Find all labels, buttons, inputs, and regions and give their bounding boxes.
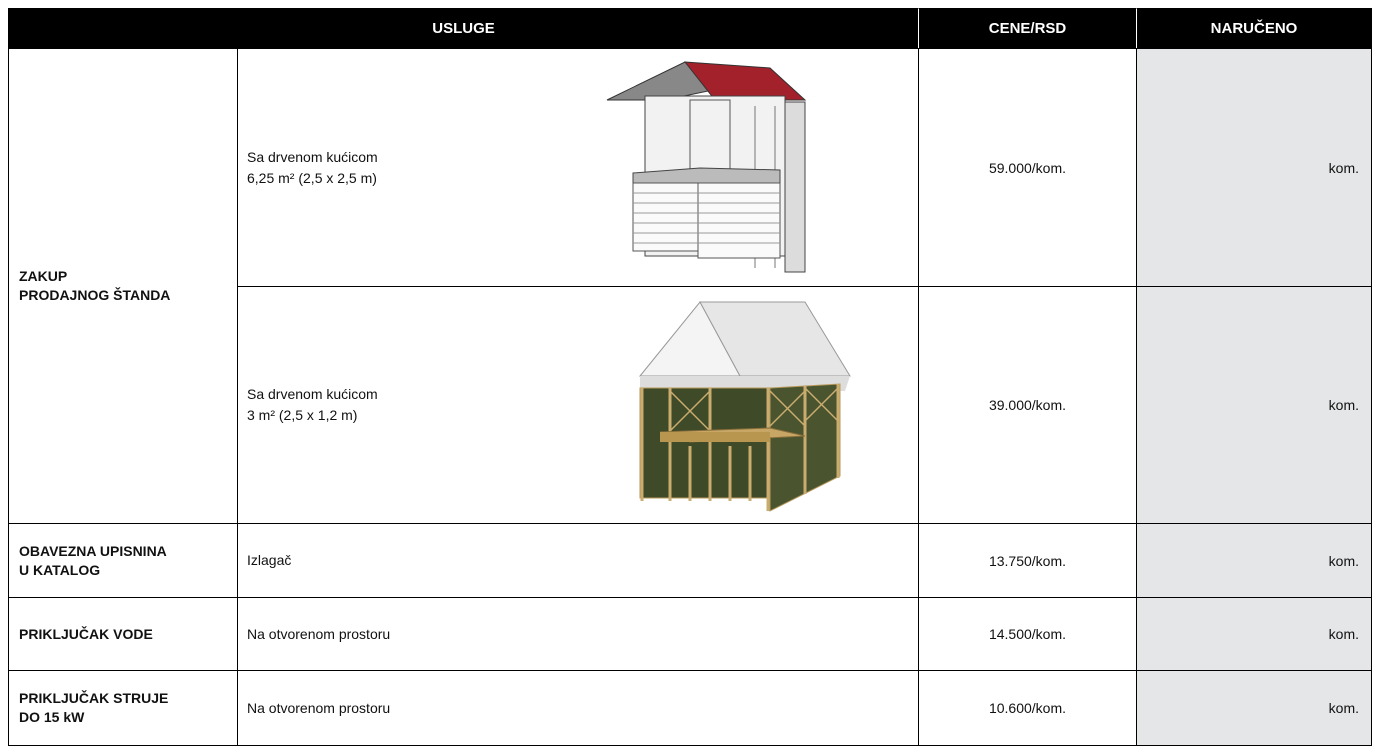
price-cell: 13.750/kom. <box>918 523 1137 598</box>
service-cell: PRIKLJUČAK STRUJE DO 15 kW <box>8 670 238 746</box>
description-text: Izlagač <box>247 552 292 568</box>
header-text: USLUGE <box>432 20 495 37</box>
description-text: Na otvorenom prostoru <box>247 625 391 642</box>
ordered-text: kom. <box>1328 552 1359 569</box>
service-text: ZAKUP <box>19 268 68 284</box>
description-cell: Na otvorenom prostoru <box>237 597 919 671</box>
ordered-text: kom. <box>1328 397 1359 413</box>
service-text: PRIKLJUČAK STRUJE <box>19 690 169 706</box>
ordered-text: kom. <box>1328 700 1359 716</box>
service-cell: OBAVEZNA UPISNINA U KATALOG <box>8 523 238 598</box>
service-text: U KATALOG <box>19 561 101 578</box>
header-cell: NARUČENO <box>1136 8 1372 49</box>
price-text: 10.600/kom. <box>988 700 1067 716</box>
description-text: Sa drvenom kućicom <box>247 148 378 165</box>
ordered-cell: kom. <box>1136 523 1372 598</box>
price-text: 59.000/kom. <box>988 159 1067 176</box>
service-text: DO 15 kW <box>19 709 85 725</box>
price-cell: 59.000/kom. <box>918 48 1137 287</box>
header-text: NARUČENO <box>1210 20 1298 37</box>
header-text: CENE/RSD <box>988 20 1067 37</box>
header-cell: USLUGE <box>8 8 919 49</box>
price-text: 13.750/kom. <box>988 552 1067 569</box>
ordered-cell: kom. <box>1136 48 1372 287</box>
price-cell: 14.500/kom. <box>918 597 1137 671</box>
ordered-cell: kom. <box>1136 597 1372 671</box>
price-cell: 39.000/kom. <box>918 286 1137 524</box>
stand-illustration <box>606 61 807 273</box>
service-cell: PRIKLJUČAK VODE <box>8 597 238 671</box>
description-cell: Na otvorenom prostoru <box>237 670 919 746</box>
service-cell: ZAKUP PRODAJNOG ŠTANDA <box>8 48 238 524</box>
description-text: Na otvorenom prostoru <box>247 699 391 716</box>
ordered-text: kom. <box>1328 159 1359 176</box>
service-text: OBAVEZNA UPISNINA <box>19 542 167 559</box>
description-text: 6,25 m² (2,5 x 2,5 m) <box>247 169 377 186</box>
header-cell: CENE/RSD <box>918 8 1137 49</box>
price-text: 39.000/kom. <box>988 397 1067 413</box>
description-cell: Izlagač <box>237 523 919 598</box>
ordered-cell: kom. <box>1136 670 1372 746</box>
ordered-text: kom. <box>1328 626 1359 642</box>
description-text: 3 m² (2,5 x 1,2 m) <box>247 407 358 423</box>
stand-illustration <box>638 301 851 512</box>
description-text: Sa drvenom kućicom <box>247 386 378 402</box>
service-text: PRODAJNOG ŠTANDA <box>19 287 171 303</box>
price-text: 14.500/kom. <box>988 626 1067 642</box>
ordered-cell: kom. <box>1136 286 1372 524</box>
service-text: PRIKLJUČAK VODE <box>19 625 153 642</box>
price-cell: 10.600/kom. <box>918 670 1137 746</box>
